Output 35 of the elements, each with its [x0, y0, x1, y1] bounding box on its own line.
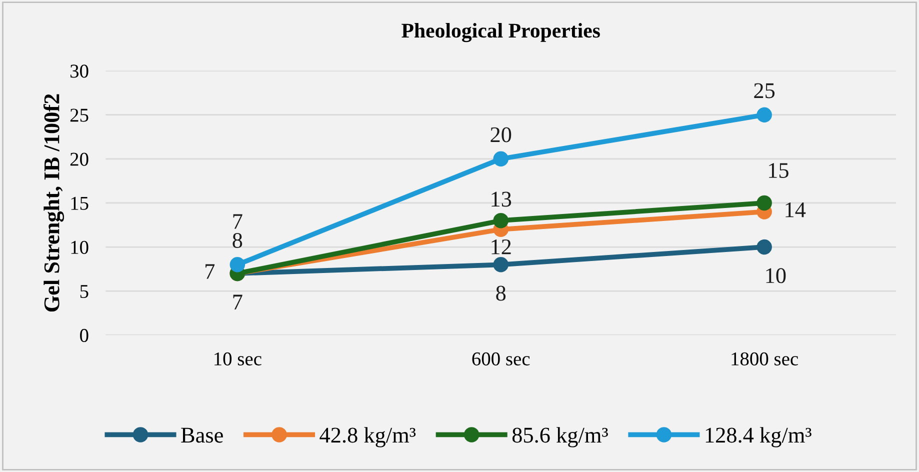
point: [230, 256, 246, 272]
data-label: 20: [490, 127, 512, 142]
y-tick-label: 10: [71, 240, 88, 254]
y-axis-title: Gel Strenght, IB /100f2: [43, 94, 64, 312]
legend-label: 42.8 kg/m³: [320, 427, 416, 448]
y-tick-label: 15: [71, 196, 88, 210]
y-tick-label: 30: [70, 64, 88, 78]
y-tick-label: 25: [70, 108, 88, 122]
x-tick-label: 1800 sec: [732, 352, 798, 366]
point: [493, 256, 508, 272]
legend-label: Base: [181, 428, 223, 443]
data-label: 15: [769, 163, 788, 178]
x-tick-label: 600 sec: [472, 352, 530, 366]
legend-label: 128.4 kg/m³: [706, 427, 812, 448]
point: [756, 107, 772, 122]
data-label: 10: [766, 268, 786, 284]
chart-title: Pheological Properties: [402, 23, 600, 42]
legend-label: 85.6 kg/m³: [512, 427, 608, 448]
data-label: 7: [233, 294, 242, 310]
y-tick-label: 0: [80, 328, 88, 342]
point: [493, 212, 508, 228]
y-tick-label: 20: [70, 152, 88, 166]
data-label: 7: [233, 214, 242, 229]
y-tick-label: 5: [80, 285, 88, 298]
data-label: 8: [496, 286, 506, 301]
point: [756, 239, 772, 255]
data-label: 7: [206, 264, 215, 279]
data-label: 25: [754, 83, 775, 98]
point: [756, 195, 772, 211]
data-label: 14: [786, 202, 806, 218]
point: [493, 151, 508, 167]
x-tick-label: 10 sec: [214, 352, 262, 366]
data-label: 12: [492, 239, 511, 254]
data-label: 13: [492, 192, 512, 207]
data-label: 8: [232, 232, 242, 248]
